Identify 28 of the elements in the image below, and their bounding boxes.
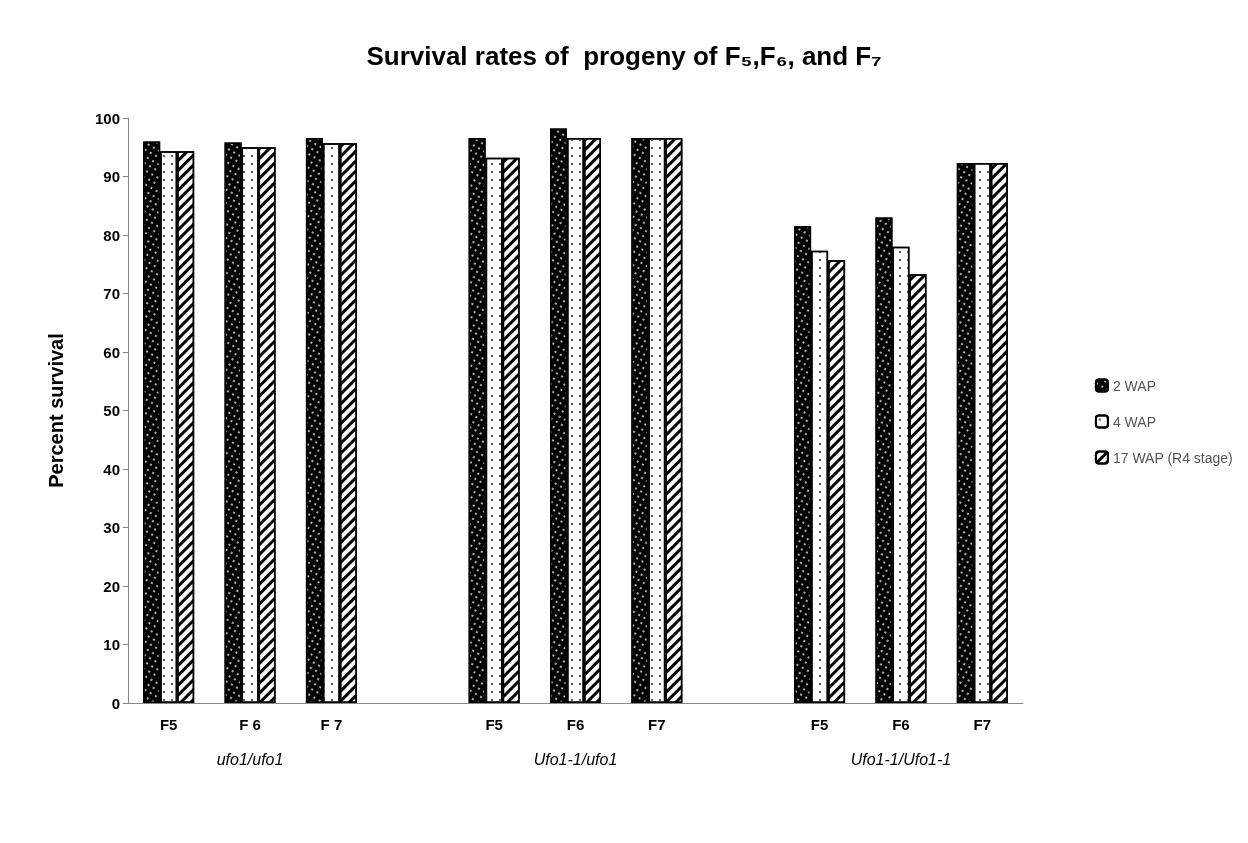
x-tick-label: F7 [648,716,666,733]
y-axis-title: Percent survival [45,333,67,488]
y-tick-label: 50 [103,402,120,419]
x-tick-label: F7 [973,716,992,733]
text: ufo1/ufo1 [216,750,284,768]
legend-label: 17 WAP (R4 stage) [1112,449,1233,466]
legend-label: 4 WAP [1112,413,1156,430]
y-tick-label: 40 [103,460,120,478]
y-tick-label: 0 [111,694,120,712]
text: Ufo1-1/ufo1 [533,750,618,768]
x-tick-label: F5 [485,716,503,733]
y-tick-label: 80 [103,226,120,244]
text: Ufo1-1/Ufo1-1 [850,750,952,768]
y-tick-label: 60 [103,343,120,361]
legend-label: 2 WAP [1112,377,1156,394]
y-tick-label: 70 [103,285,120,302]
x-tick-label: F 6 [239,716,261,733]
y-tick-label: 100 [94,109,120,127]
y-tick-label: 90 [103,168,120,185]
chart-title: Survival rates of progeny of F₅,F₆, and F₇ [366,41,882,71]
x-tick-label: F5 [159,716,178,733]
x-tick-label: F5 [810,716,829,733]
x-tick-label: F6 [566,716,585,733]
y-tick-label: 30 [103,519,120,536]
x-tick-label: F6 [892,716,910,733]
y-tick-label: 10 [103,636,120,653]
x-tick-label: F 7 [320,716,343,733]
y-tick-label: 20 [103,577,120,595]
